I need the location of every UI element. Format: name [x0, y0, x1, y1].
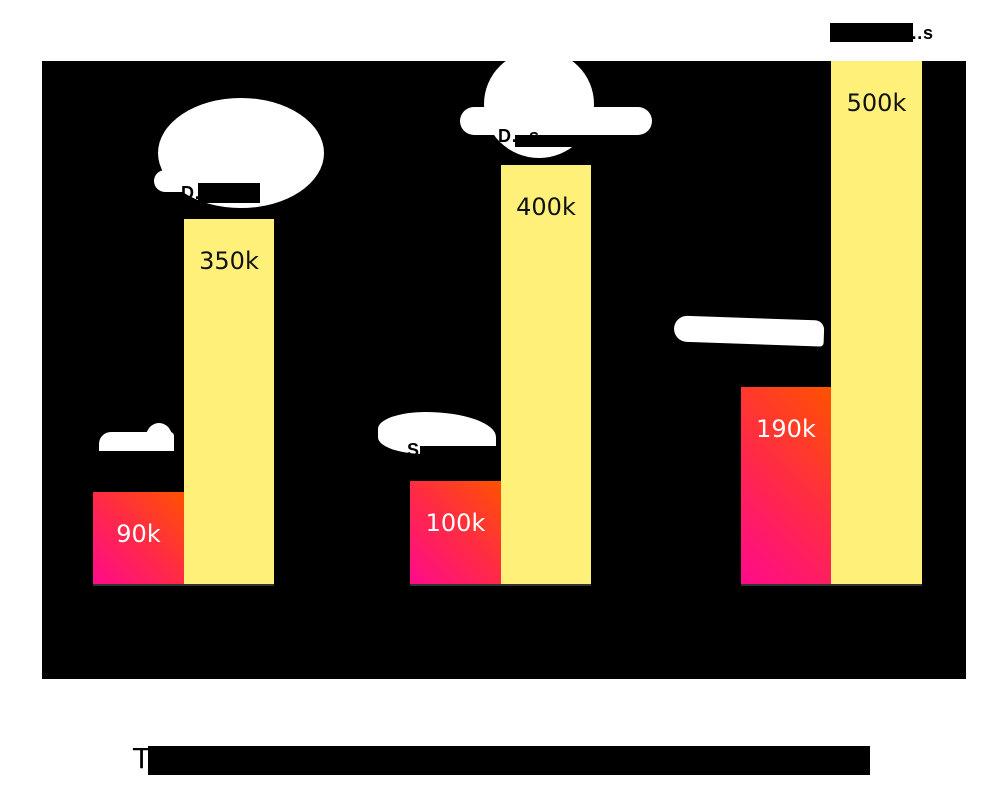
bar-series2-group2[interactable]: 400k — [501, 165, 591, 584]
bar-value-label: 400k — [516, 193, 576, 221]
bar-value-label: 190k — [756, 415, 816, 443]
bar-baseline — [93, 584, 274, 586]
bar-value-label: 500k — [846, 89, 907, 117]
bar-value-label: 90k — [116, 520, 161, 548]
chart-caption-end: w — [848, 742, 871, 775]
redaction-bar — [420, 446, 498, 462]
redaction-blob — [460, 107, 652, 135]
bar-baseline — [410, 584, 591, 586]
redaction-blob — [154, 170, 194, 192]
bar-value-label: 100k — [425, 509, 486, 537]
redaction-blob — [673, 315, 825, 347]
bar-series1-group2[interactable]: 100k — [410, 481, 501, 584]
redaction-blob — [146, 423, 172, 451]
redaction-bar — [515, 135, 587, 147]
redaction-bar — [198, 183, 260, 203]
bar-series1-group1[interactable]: 90k — [93, 492, 184, 584]
chart-caption-start: T — [133, 742, 151, 775]
bar-series2-group1[interactable]: 350k — [184, 219, 274, 584]
bar-baseline — [741, 584, 922, 586]
bar-series2-group3[interactable]: 500k — [831, 61, 922, 584]
redaction-bar — [830, 23, 913, 42]
bar-value-label: 350k — [199, 247, 259, 275]
redaction-bar — [148, 746, 870, 775]
bar-series1-group3[interactable]: 190k — [741, 387, 831, 584]
